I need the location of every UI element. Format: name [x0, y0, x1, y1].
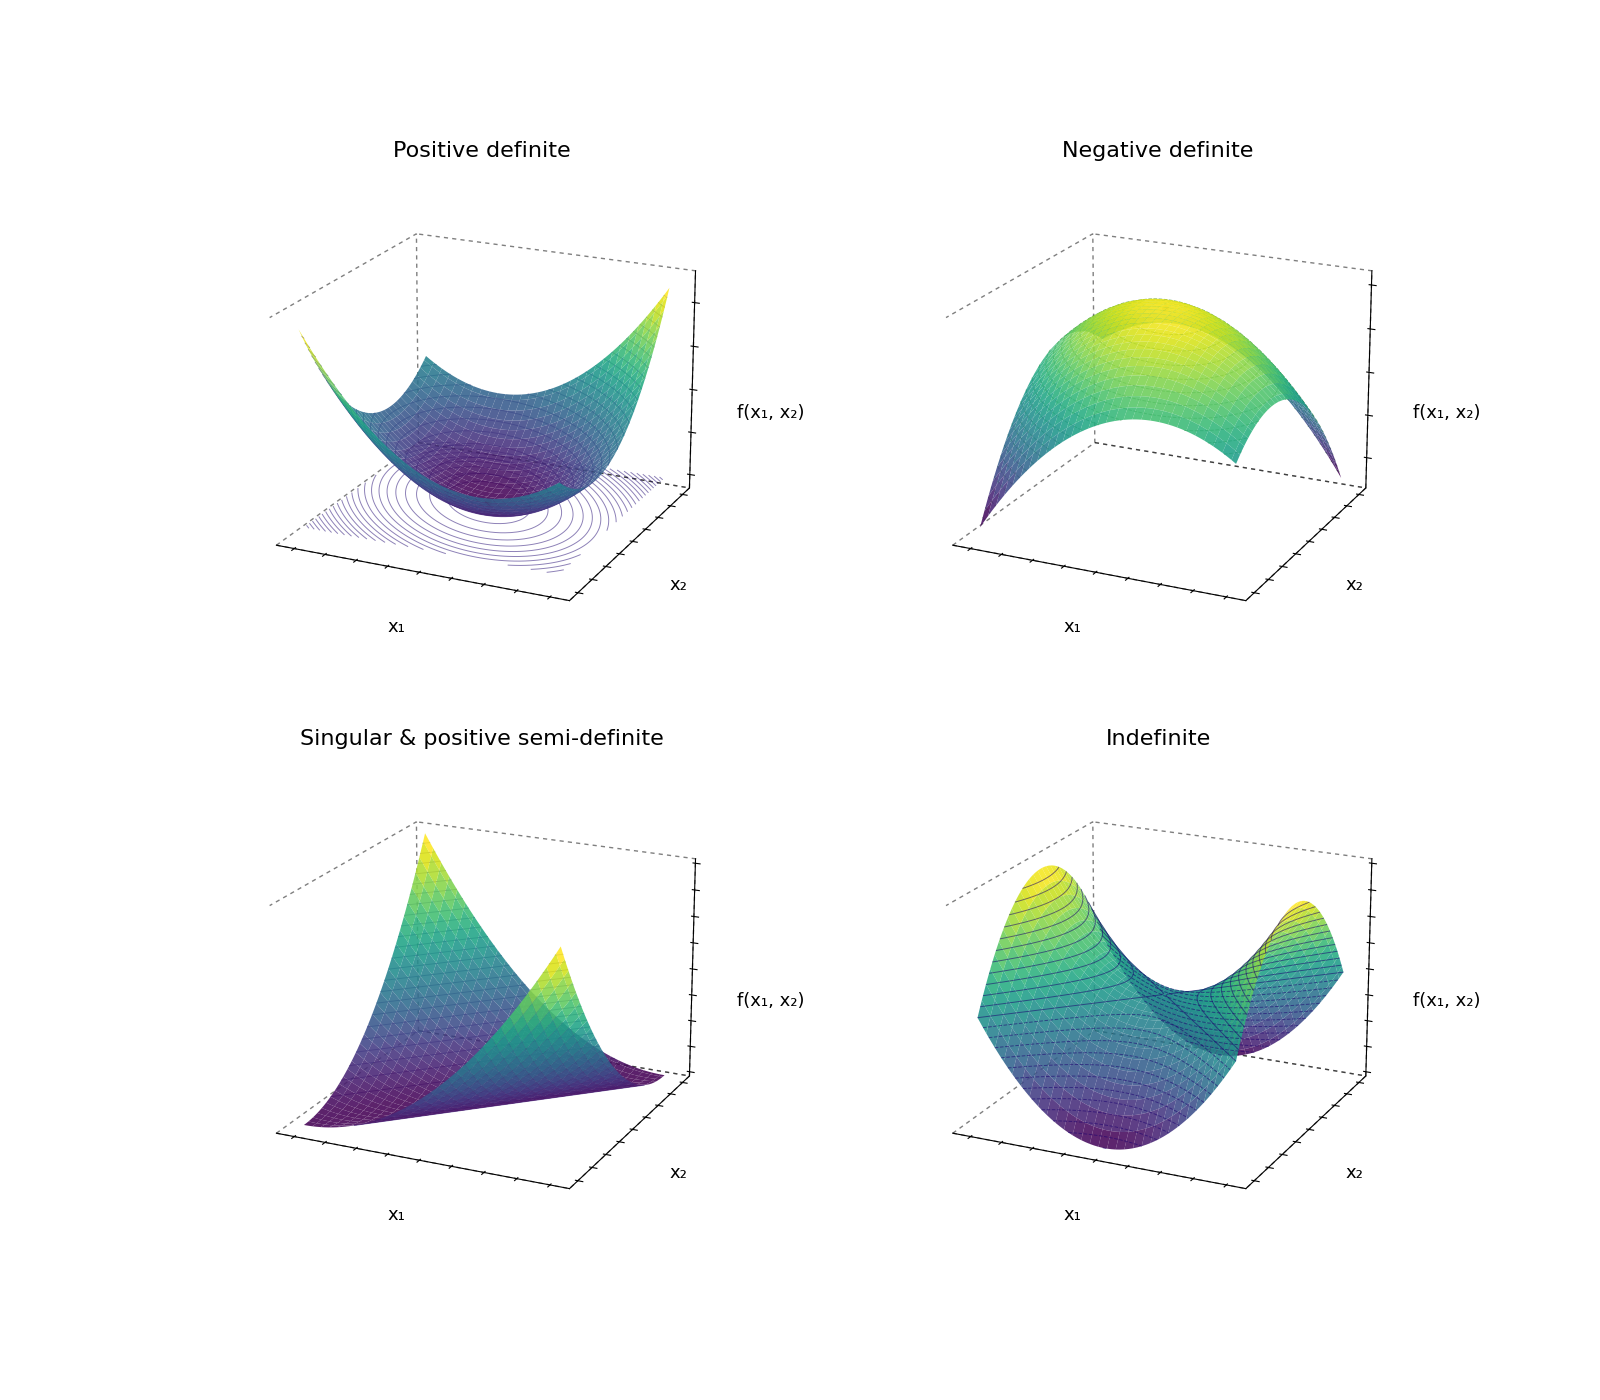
Y-axis label: x₂: x₂ — [1346, 1163, 1363, 1182]
X-axis label: x₁: x₁ — [1064, 619, 1082, 636]
Y-axis label: x₂: x₂ — [669, 575, 688, 594]
X-axis label: x₁: x₁ — [1064, 1207, 1082, 1224]
X-axis label: x₁: x₁ — [387, 619, 405, 636]
Title: Singular & positive semi-definite: Singular & positive semi-definite — [299, 729, 664, 749]
Text: f(x₁, x₂): f(x₁, x₂) — [1413, 405, 1480, 421]
Text: f(x₁, x₂): f(x₁, x₂) — [1413, 993, 1480, 1009]
Text: f(x₁, x₂): f(x₁, x₂) — [736, 405, 805, 421]
Title: Indefinite: Indefinite — [1106, 729, 1211, 749]
Title: Positive definite: Positive definite — [394, 141, 571, 161]
Text: f(x₁, x₂): f(x₁, x₂) — [736, 993, 805, 1009]
Y-axis label: x₂: x₂ — [669, 1163, 688, 1182]
X-axis label: x₁: x₁ — [387, 1207, 405, 1224]
Title: Negative definite: Negative definite — [1062, 141, 1254, 161]
Y-axis label: x₂: x₂ — [1346, 575, 1363, 594]
